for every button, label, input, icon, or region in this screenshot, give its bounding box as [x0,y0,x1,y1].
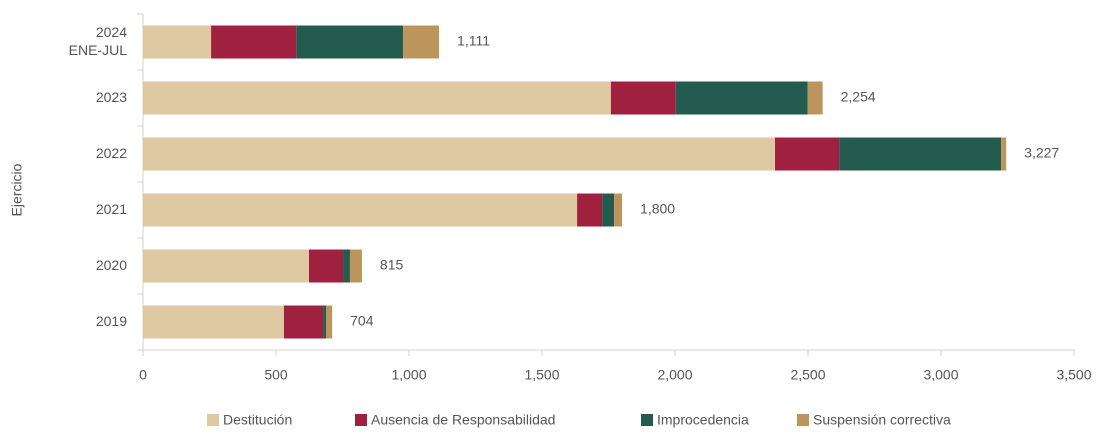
total-label: 1,111 [457,33,490,49]
bar-segment [807,81,823,115]
y-tick-label: 2019 [96,313,127,329]
y-tick-label: 2022 [96,145,127,161]
legend-swatch [355,414,367,426]
bar-segment [143,81,611,115]
bar-segment [283,305,324,339]
bar-segment [602,193,615,227]
y-tick-label: 2024 ENE-JUL [69,24,128,58]
x-tick-label: 3,500 [1056,367,1091,383]
total-label: 3,227 [1024,145,1059,161]
x-tick-label: 1,500 [524,367,559,383]
y-tick-label: 2020 [96,257,127,273]
bar-segment [614,193,623,227]
bar-segment [343,249,350,283]
bar-segment [1001,137,1007,171]
bar-segment [839,137,1002,171]
x-tick-label: 3,000 [923,367,958,383]
legend-swatch [797,414,809,426]
total-label: 2,254 [841,89,876,105]
legend-swatch [207,414,219,426]
legend-label: Destitución [223,412,292,428]
bar-segment [323,305,327,339]
bar-segment [143,137,776,171]
total-label: 815 [380,257,404,273]
bar-segment [143,249,309,283]
legend-label: Improcedencia [657,412,749,428]
x-tick-label: 2,500 [790,367,825,383]
bar-segment [143,193,578,227]
y-axis-title: Ejercicio [9,163,25,216]
total-label: 704 [350,313,374,329]
bar-segment [775,137,840,171]
bar-segment [403,25,440,59]
x-tick-label: 500 [264,367,288,383]
bar-segment [610,81,676,115]
bar-segment [211,25,297,59]
bar-segment [143,305,284,339]
bar-segment [143,25,212,59]
legend-swatch [641,414,653,426]
y-tick-label: 2021 [96,201,127,217]
bar-segment [577,193,603,227]
y-tick-label: 2023 [96,89,127,105]
x-tick-label: 1,000 [391,367,426,383]
bar-segment [296,25,404,59]
total-label: 1,800 [640,201,675,217]
bar-segment [308,249,344,283]
bar-segment [675,81,808,115]
legend-label: Ausencia de Responsabilidad [371,412,555,428]
x-tick-label: 2,000 [657,367,692,383]
bar-segment [349,249,362,283]
x-tick-label: 0 [139,367,147,383]
legend-label: Suspensión correctiva [813,412,951,428]
bar-segment [326,305,333,339]
